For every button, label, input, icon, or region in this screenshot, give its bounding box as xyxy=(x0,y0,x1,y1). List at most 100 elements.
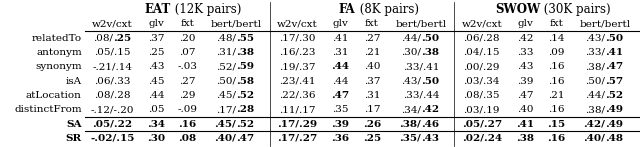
Text: .44/: .44/ xyxy=(586,91,605,100)
Text: .44: .44 xyxy=(332,77,349,86)
Text: .19/.37: .19/.37 xyxy=(279,62,316,71)
Text: .43: .43 xyxy=(421,134,439,143)
Text: .25: .25 xyxy=(148,48,164,57)
Text: .39: .39 xyxy=(517,77,533,86)
Text: .42: .42 xyxy=(421,105,439,114)
Text: synonym: synonym xyxy=(35,62,82,71)
Text: .44: .44 xyxy=(148,91,164,100)
Text: .25: .25 xyxy=(113,34,131,43)
Text: .48: .48 xyxy=(605,134,623,143)
Text: .06/.28: .06/.28 xyxy=(463,34,500,43)
Text: .33: .33 xyxy=(517,48,533,57)
Text: atLocation: atLocation xyxy=(26,91,82,100)
Text: .33/.44: .33/.44 xyxy=(403,91,439,100)
Text: .52: .52 xyxy=(605,91,623,100)
Text: .05/.15: .05/.15 xyxy=(94,48,131,57)
Text: .02/.24: .02/.24 xyxy=(461,134,502,143)
Text: .27: .27 xyxy=(364,34,380,43)
Text: .43/: .43/ xyxy=(401,77,421,86)
Text: .43: .43 xyxy=(517,62,533,71)
Text: .46: .46 xyxy=(421,120,439,129)
Text: -.02/.15: -.02/.15 xyxy=(90,134,135,143)
Text: .08: .08 xyxy=(179,134,196,143)
Text: .16: .16 xyxy=(179,120,196,129)
Text: .30/: .30/ xyxy=(401,48,421,57)
Text: .37: .37 xyxy=(364,77,380,86)
Text: SR: SR xyxy=(66,134,82,143)
Text: .38: .38 xyxy=(421,48,439,57)
Text: glv: glv xyxy=(517,19,533,28)
Text: .08/: .08/ xyxy=(93,34,113,43)
Text: .38: .38 xyxy=(516,134,534,143)
Text: .52: .52 xyxy=(236,120,255,129)
Text: .38/: .38/ xyxy=(399,120,421,129)
Text: .41: .41 xyxy=(605,48,623,57)
Text: .17/.30: .17/.30 xyxy=(279,34,316,43)
Text: .28: .28 xyxy=(236,105,255,114)
Text: .16: .16 xyxy=(547,134,566,143)
Text: .35/: .35/ xyxy=(399,134,421,143)
Text: .47: .47 xyxy=(517,91,533,100)
Text: .06/.33: .06/.33 xyxy=(94,77,131,86)
Text: .50: .50 xyxy=(421,34,439,43)
Text: .05/.27: .05/.27 xyxy=(461,120,502,129)
Text: .42/: .42/ xyxy=(584,120,605,129)
Text: .37: .37 xyxy=(148,34,164,43)
Text: .38/: .38/ xyxy=(586,105,605,114)
Text: .33/.41: .33/.41 xyxy=(403,62,439,71)
Text: .40/: .40/ xyxy=(214,134,236,143)
Text: .34: .34 xyxy=(147,120,165,129)
Text: relatedTo: relatedTo xyxy=(32,34,82,43)
Text: bert/bertl: bert/bertl xyxy=(580,19,631,28)
Text: .45/: .45/ xyxy=(214,120,236,129)
Text: .59: .59 xyxy=(236,62,254,71)
Text: .47: .47 xyxy=(332,91,349,100)
Text: .23/.41: .23/.41 xyxy=(279,77,316,86)
Text: .20: .20 xyxy=(179,34,196,43)
Text: .40: .40 xyxy=(517,105,533,114)
Text: .14: .14 xyxy=(548,34,564,43)
Text: .04/.15: .04/.15 xyxy=(463,48,500,57)
Text: .07: .07 xyxy=(179,48,196,57)
Text: .17/: .17/ xyxy=(216,105,236,114)
Text: .52: .52 xyxy=(236,91,255,100)
Text: glv: glv xyxy=(333,19,349,28)
Text: .31/: .31/ xyxy=(216,48,236,57)
Text: .21: .21 xyxy=(548,91,564,100)
Text: .26: .26 xyxy=(363,120,381,129)
Text: .05/.22: .05/.22 xyxy=(93,120,132,129)
Text: .39: .39 xyxy=(332,120,349,129)
Text: .41: .41 xyxy=(332,34,349,43)
Text: bert/bertl: bert/bertl xyxy=(211,19,262,28)
Text: bert/bertl: bert/bertl xyxy=(396,19,447,28)
Text: .45: .45 xyxy=(148,77,164,86)
Text: fxt: fxt xyxy=(550,19,563,28)
Text: .03/.19: .03/.19 xyxy=(463,105,500,114)
Text: .49: .49 xyxy=(605,105,623,114)
Text: .50: .50 xyxy=(421,77,439,86)
Text: .34/: .34/ xyxy=(401,105,421,114)
Text: .57: .57 xyxy=(605,77,623,86)
Text: .43/: .43/ xyxy=(586,34,605,43)
Text: .45/: .45/ xyxy=(216,91,236,100)
Text: antonym: antonym xyxy=(36,48,82,57)
Text: .17: .17 xyxy=(364,105,380,114)
Text: -.09: -.09 xyxy=(177,105,197,114)
Text: EAT: EAT xyxy=(145,3,171,16)
Text: .55: .55 xyxy=(236,34,254,43)
Text: w2v/cxt: w2v/cxt xyxy=(461,19,502,28)
Text: (12K pairs): (12K pairs) xyxy=(171,3,241,16)
Text: .03/.34: .03/.34 xyxy=(463,77,500,86)
Text: .42: .42 xyxy=(517,34,533,43)
Text: .44/: .44/ xyxy=(401,34,421,43)
Text: .16: .16 xyxy=(548,105,564,114)
Text: fxt: fxt xyxy=(365,19,379,28)
Text: .40/: .40/ xyxy=(584,134,605,143)
Text: w2v/cxt: w2v/cxt xyxy=(277,19,317,28)
Text: isA: isA xyxy=(66,77,82,86)
Text: .38: .38 xyxy=(236,48,254,57)
Text: .47: .47 xyxy=(236,134,255,143)
Text: .16: .16 xyxy=(548,77,564,86)
Text: .08/.35: .08/.35 xyxy=(463,91,500,100)
Text: distinctFrom: distinctFrom xyxy=(14,105,82,114)
